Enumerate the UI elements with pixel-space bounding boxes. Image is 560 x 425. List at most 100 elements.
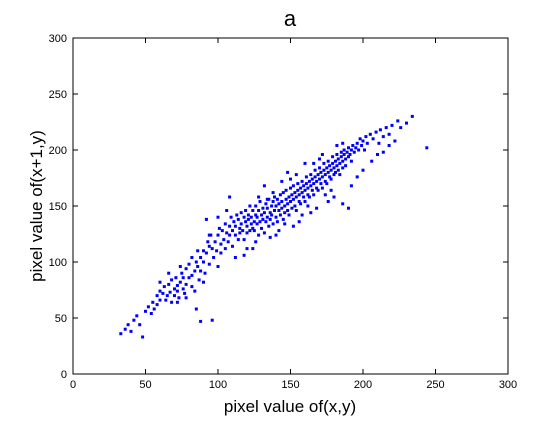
x-axis-label: pixel value of(x,y) — [224, 397, 356, 416]
data-point — [320, 153, 324, 156]
data-point — [291, 184, 295, 188]
data-point — [304, 175, 308, 179]
data-point — [246, 217, 250, 221]
data-point — [236, 238, 240, 242]
data-point — [233, 233, 237, 237]
data-point — [261, 217, 265, 221]
data-point — [184, 282, 188, 286]
data-point — [307, 179, 311, 183]
data-point — [220, 229, 224, 233]
data-point — [344, 164, 348, 168]
data-point — [180, 271, 184, 275]
y-tick-label: 50 — [55, 313, 67, 325]
data-point — [254, 213, 258, 217]
data-point — [268, 211, 272, 215]
data-point — [393, 139, 397, 143]
data-point — [254, 204, 258, 208]
data-point — [349, 159, 353, 163]
data-point — [199, 269, 203, 273]
data-point — [296, 188, 300, 192]
data-point — [199, 319, 203, 323]
data-point — [245, 224, 249, 228]
data-point — [306, 186, 310, 190]
data-point — [289, 186, 292, 190]
data-point — [254, 240, 258, 244]
y-tick-label: 150 — [49, 201, 67, 213]
data-point — [265, 197, 269, 201]
data-point — [306, 204, 310, 208]
data-point — [178, 280, 182, 284]
data-point — [302, 195, 306, 199]
data-point — [207, 262, 211, 266]
data-point — [280, 200, 284, 203]
data-point — [197, 278, 201, 282]
data-point — [319, 182, 323, 186]
data-point — [222, 238, 226, 242]
data-point — [284, 197, 288, 201]
data-point — [347, 155, 350, 159]
data-point — [231, 244, 234, 248]
data-point — [297, 193, 301, 197]
data-point — [355, 175, 359, 179]
data-point — [335, 144, 339, 147]
data-point — [257, 233, 261, 237]
data-point — [193, 289, 197, 293]
data-point — [228, 224, 232, 228]
data-point — [207, 233, 211, 237]
data-point — [341, 141, 345, 145]
data-point — [312, 161, 316, 165]
data-point — [326, 159, 330, 163]
data-point — [241, 229, 245, 233]
data-point — [190, 256, 194, 259]
data-point — [302, 184, 306, 188]
data-point — [283, 222, 287, 226]
data-point — [258, 200, 262, 203]
data-point — [326, 200, 330, 203]
data-point — [336, 157, 340, 161]
data-point — [315, 206, 319, 210]
data-point — [194, 307, 198, 311]
data-point — [268, 235, 272, 239]
data-point — [310, 177, 314, 181]
data-point — [229, 215, 233, 219]
data-point — [309, 211, 313, 215]
data-point — [264, 220, 268, 224]
data-point — [245, 231, 249, 235]
data-point — [260, 213, 263, 217]
data-point — [262, 211, 266, 215]
data-point — [376, 153, 379, 156]
data-point — [300, 213, 304, 217]
data-point — [345, 150, 349, 154]
data-point — [202, 260, 205, 264]
chart-title: a — [284, 6, 297, 31]
data-point — [215, 249, 219, 253]
data-point — [370, 159, 374, 163]
data-point — [149, 312, 153, 315]
data-point — [328, 175, 332, 179]
data-point — [202, 249, 205, 253]
data-point — [332, 173, 336, 177]
data-point — [334, 159, 337, 163]
data-point — [262, 231, 266, 235]
data-point — [335, 153, 339, 156]
data-point — [348, 153, 352, 156]
data-point — [300, 191, 304, 195]
data-point — [318, 157, 321, 161]
data-point — [262, 184, 266, 188]
data-point — [248, 229, 252, 233]
data-point — [225, 209, 229, 212]
data-point — [167, 282, 171, 286]
data-point — [155, 294, 159, 298]
data-point — [322, 161, 326, 165]
data-point — [204, 217, 208, 221]
data-point — [167, 271, 171, 275]
data-point — [297, 220, 301, 224]
data-point — [294, 195, 298, 199]
data-point — [280, 206, 284, 210]
data-point — [174, 276, 178, 280]
data-point — [187, 262, 191, 266]
data-point — [271, 191, 275, 195]
data-point — [138, 323, 142, 327]
data-point — [342, 148, 346, 152]
data-point — [251, 209, 255, 212]
